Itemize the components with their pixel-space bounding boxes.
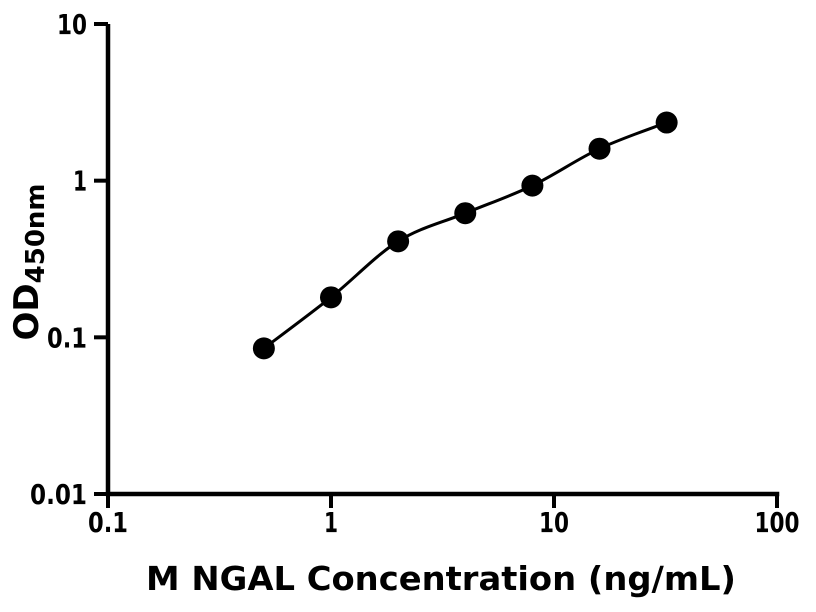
x-tick-label: 100 [755,506,800,539]
x-tick-label: 1 [324,506,338,539]
y-tick-label: 1 [73,165,87,198]
x-tick-label: 10 [539,506,569,539]
y-axis-title: OD450nm [7,183,51,340]
data-series [252,111,678,360]
data-point [655,111,678,134]
data-point [320,286,342,309]
data-point [454,202,477,225]
y-tick-label: 10 [57,8,87,41]
data-point [387,230,410,253]
data-point [521,174,544,197]
y-axis-title-subscript: 450nm [21,183,51,283]
axes [94,22,780,508]
data-point [588,137,611,160]
data-point [252,337,275,360]
axis-spines [105,24,780,497]
x-axis-title: M NGAL Concentration (ng/mL) [146,559,736,598]
y-tick-label: 0.01 [30,478,87,511]
y-axis-title-main: OD [7,283,47,340]
y-tick-label: 0.1 [47,321,87,354]
x-tick-label: 0.1 [88,506,128,539]
